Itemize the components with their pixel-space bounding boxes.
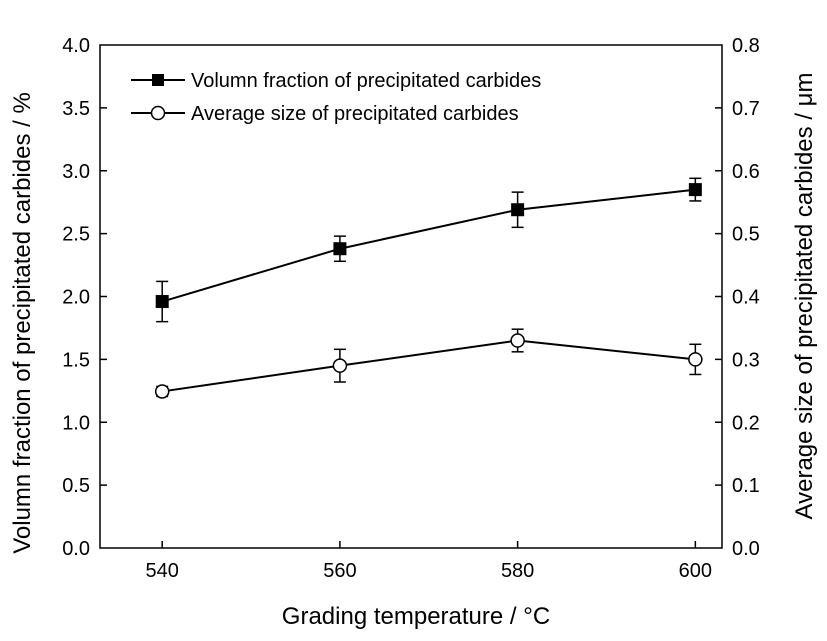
x-tick-label: 540: [146, 560, 179, 582]
left-tick-label: 1.0: [62, 412, 90, 434]
data-point-square: [155, 295, 169, 309]
right-tick-label: 0.1: [732, 475, 760, 497]
data-point-circle: [688, 352, 703, 367]
series-2-line: [162, 339, 696, 393]
data-point-circle: [510, 333, 525, 348]
left-tick-label: 0.0: [62, 538, 90, 560]
series-1: [155, 177, 702, 323]
x-tick-label: 600: [679, 560, 712, 582]
data-point-circle: [154, 384, 170, 399]
legend-square-marker: [152, 74, 164, 86]
right-y-axis: 0.0 0.1 0.2 0.3 0.4 0.5 0.6 0.7 0.8: [715, 35, 760, 560]
right-tick-label: 0.7: [732, 98, 760, 120]
x-axis: 540 560 580 600: [146, 541, 712, 582]
x-tick-label: 580: [501, 560, 534, 582]
left-tick-label: 3.5: [62, 98, 90, 120]
left-tick-label: 0.5: [62, 475, 90, 497]
right-tick-label: 0.3: [732, 349, 760, 371]
legend-label: Average size of precipitated carbides: [191, 103, 519, 125]
left-tick-label: 2.0: [62, 287, 90, 309]
legend-entry-2: Average size of precipitated carbides: [131, 103, 519, 125]
x-axis-title: Grading temperature / °C: [282, 603, 550, 630]
left-tick-label: 4.0: [62, 35, 90, 57]
series-layer: [154, 177, 703, 399]
right-tick-label: 0.8: [732, 35, 760, 57]
right-tick-label: 0.5: [732, 224, 760, 246]
legend-circle-marker: [150, 105, 166, 121]
data-point-square: [688, 183, 702, 197]
right-y-axis-title: Average size of precipitated carbides / …: [791, 73, 818, 520]
right-tick-label: 0.0: [732, 538, 760, 560]
left-y-axis-title: Volumn fraction of precipitated carbides…: [9, 92, 36, 554]
right-tick-label: 0.2: [732, 412, 760, 434]
left-tick-label: 1.5: [62, 349, 90, 371]
left-tick-label: 2.5: [62, 224, 90, 246]
legend: Volumn fraction of precipitated carbides…: [131, 70, 541, 125]
right-tick-label: 0.4: [732, 287, 760, 309]
data-point-square: [511, 203, 525, 217]
legend-entry-1: Volumn fraction of precipitated carbides: [131, 70, 541, 92]
series-2: [154, 328, 703, 399]
data-point-circle: [332, 358, 348, 373]
legend-label: Volumn fraction of precipitated carbides: [191, 70, 541, 92]
left-tick-label: 3.0: [62, 161, 90, 183]
x-tick-label: 560: [323, 560, 356, 582]
series-1-line: [161, 188, 696, 303]
data-point-square: [333, 242, 347, 256]
right-tick-label: 0.6: [732, 161, 760, 183]
left-y-axis: 0.0 0.5 1.0 1.5 2.0 2.5 3.0 3.5 4.0: [62, 35, 107, 560]
